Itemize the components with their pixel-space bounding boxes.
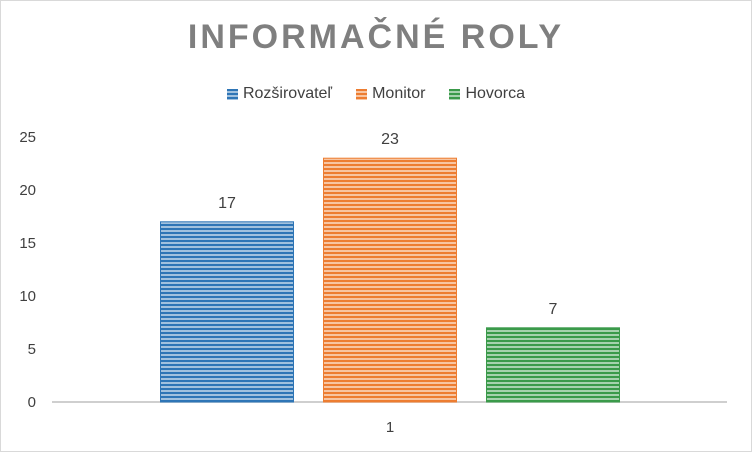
legend-swatch-monitor <box>356 88 368 100</box>
y-tick-label: 10 <box>19 288 36 305</box>
legend-label-rozsirovatel: Rozširovateľ <box>242 85 333 102</box>
legend-label-monitor: Monitor <box>372 85 426 102</box>
data-label-hovorca: 7 <box>549 301 558 318</box>
bar-monitor <box>323 157 457 403</box>
bar-hovorca <box>486 327 620 403</box>
y-tick-label: 20 <box>19 182 36 199</box>
legend-swatch-rozsirovatel <box>226 88 238 100</box>
y-tick-label: 5 <box>28 341 36 358</box>
legend: Rozširovateľ Monitor Hovorca <box>0 85 752 103</box>
y-tick-label: 25 <box>19 129 36 146</box>
legend-item-rozsirovatel: Rozširovateľ <box>226 85 333 103</box>
data-label-rozsirovatel: 17 <box>218 195 236 212</box>
legend-item-hovorca: Hovorca <box>449 85 525 103</box>
legend-item-monitor: Monitor <box>356 85 425 103</box>
bar-rozsirovatel <box>160 221 294 403</box>
y-tick-label: 15 <box>19 235 36 252</box>
y-tick-label: 0 <box>28 394 36 411</box>
legend-swatch-hovorca <box>449 88 461 100</box>
x-category-label: 1 <box>386 419 394 436</box>
legend-label-hovorca: Hovorca <box>465 85 526 102</box>
chart-title: INFORMAČNÉ ROLY <box>187 18 565 56</box>
data-label-monitor: 23 <box>381 131 399 148</box>
